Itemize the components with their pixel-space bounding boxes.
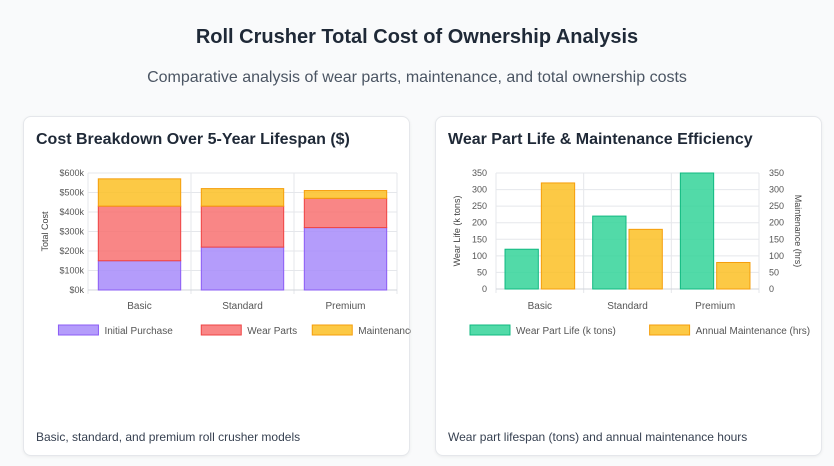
legend-label: Wear Parts — [247, 326, 297, 337]
x-category-label: Standard — [607, 301, 648, 312]
y-axis-title: Wear Life (k tons) — [452, 196, 462, 267]
y-tick-label: 50 — [477, 267, 487, 277]
wear-efficiency-card: Wear Part Life & Maintenance Efficiency … — [435, 116, 822, 456]
legend-swatch — [469, 324, 511, 336]
bar-initial-purchase — [97, 260, 182, 291]
y-tick-label: $400k — [59, 207, 84, 217]
y-tick-label: $500k — [59, 188, 84, 198]
legend-label: Wear Part Life (k tons) — [516, 326, 616, 337]
bar-annual-maintenance — [628, 228, 663, 290]
y-axis-title: Total Cost — [40, 211, 50, 252]
y2-tick-label: 100 — [769, 251, 784, 261]
legend-swatch — [649, 324, 691, 336]
y-tick-label: 350 — [472, 168, 487, 178]
y-tick-label: 100 — [472, 251, 487, 261]
cost-breakdown-card: Cost Breakdown Over 5-Year Lifespan ($) … — [23, 116, 411, 456]
x-category-label: Standard — [222, 301, 263, 312]
y-tick-label: $600k — [59, 168, 84, 178]
y2-tick-label: 200 — [769, 218, 784, 228]
x-category-label: Premium — [325, 301, 365, 312]
legend-swatch — [57, 324, 99, 336]
page-title: Roll Crusher Total Cost of Ownership Ana… — [195, 26, 639, 48]
y-tick-label: 200 — [472, 218, 487, 228]
legend-label: Maintenance — [358, 326, 411, 337]
y2-tick-label: 250 — [769, 201, 784, 211]
y-tick-label: $300k — [59, 227, 84, 237]
y-tick-label: $0k — [69, 285, 84, 295]
cost-breakdown-chart: $0k $100k $200k $300k $400k $500k $600k Total C… — [40, 168, 411, 337]
y2-tick-label: 350 — [769, 168, 784, 178]
legend-label: Initial Purchase — [104, 326, 173, 337]
y2-tick-label: 0 — [769, 284, 774, 294]
wear-efficiency-chart: 0 0 50 50 100 100 150 150 200 200 250 250 300 300 350 3… — [452, 168, 811, 337]
bar-initial-purchase — [303, 227, 388, 291]
x-category-label: Basic — [127, 301, 151, 312]
bar-wear-part-life — [504, 248, 539, 290]
wear-efficiency-title: Wear Part Life & Maintenance Efficiency — [448, 131, 753, 148]
bar-wear-parts — [200, 205, 285, 248]
wear-efficiency-note: Wear part lifespan (tons) and annual mai… — [448, 430, 748, 444]
bar-maintenance — [200, 188, 285, 207]
cost-breakdown-note: Basic, standard, and premium roll crushe… — [36, 430, 301, 444]
bar-wear-part-life — [679, 172, 715, 290]
bar-wear-parts — [97, 205, 182, 262]
y-tick-label: $200k — [59, 246, 84, 256]
legend-label: Annual Maintenance (hrs) — [696, 326, 811, 337]
bar-wear-part-life — [592, 215, 627, 290]
bar-maintenance — [303, 190, 388, 199]
bar-annual-maintenance — [540, 182, 576, 290]
y2-axis-title: Maintenance (hrs) — [793, 195, 803, 268]
y2-tick-label: 50 — [769, 267, 779, 277]
bar-maintenance — [97, 178, 182, 207]
bar-annual-maintenance — [716, 261, 751, 290]
page-subtitle: Comparative analysis of wear parts, main… — [147, 69, 687, 86]
y-tick-label: 150 — [472, 234, 487, 244]
x-category-label: Premium — [695, 301, 735, 312]
y-tick-label: $100k — [59, 266, 84, 276]
legend-swatch — [311, 324, 353, 336]
y2-tick-label: 150 — [769, 234, 784, 244]
y-tick-label: 0 — [482, 284, 487, 294]
y-tick-label: 300 — [472, 185, 487, 195]
x-category-label: Basic — [528, 301, 552, 312]
y2-tick-label: 300 — [769, 185, 784, 195]
legend-swatch — [200, 324, 242, 336]
bar-wear-parts — [303, 197, 388, 229]
y-tick-label: 250 — [472, 201, 487, 211]
bar-initial-purchase — [200, 246, 285, 291]
cost-breakdown-title: Cost Breakdown Over 5-Year Lifespan ($) — [36, 131, 350, 148]
